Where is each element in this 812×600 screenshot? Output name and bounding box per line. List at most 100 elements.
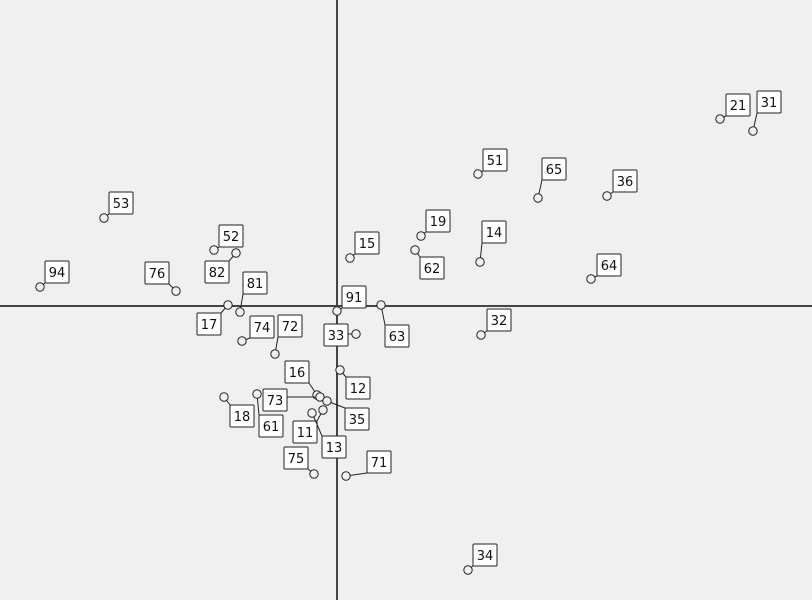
label-box-64 — [596, 253, 622, 277]
point-13 — [307, 408, 317, 418]
label-box-62 — [419, 256, 445, 280]
label-box-33 — [323, 323, 349, 347]
point-label-91: 91 — [346, 291, 363, 306]
label-box-53 — [108, 191, 134, 215]
point-label-34: 34 — [477, 549, 494, 564]
point-label-21: 21 — [730, 99, 747, 114]
point-label-61: 61 — [263, 420, 280, 435]
point-51 — [473, 169, 483, 179]
point-52 — [209, 245, 219, 255]
label-box-11 — [292, 420, 318, 444]
point-label-31: 31 — [761, 96, 778, 111]
point-15 — [345, 253, 355, 263]
point-11 — [318, 405, 328, 415]
point-label-51: 51 — [487, 154, 504, 169]
label-box-65 — [541, 157, 567, 181]
point-73 — [315, 392, 325, 402]
label-box-75 — [283, 446, 309, 470]
point-label-36: 36 — [617, 175, 634, 190]
point-53 — [99, 213, 109, 223]
point-label-81: 81 — [247, 277, 264, 292]
point-label-19: 19 — [430, 215, 447, 230]
point-label-14: 14 — [486, 226, 503, 241]
point-17 — [223, 300, 233, 310]
point-36 — [602, 191, 612, 201]
point-34 — [463, 565, 473, 575]
label-box-34 — [472, 543, 498, 567]
label-box-71 — [366, 450, 392, 474]
label-box-74 — [249, 315, 275, 339]
point-label-73: 73 — [267, 394, 284, 409]
point-label-75: 75 — [288, 452, 305, 467]
label-box-51 — [482, 148, 508, 172]
point-18 — [219, 392, 229, 402]
point-label-65: 65 — [546, 163, 563, 178]
point-82 — [231, 248, 241, 258]
label-box-91 — [341, 285, 367, 309]
point-label-17: 17 — [201, 318, 218, 333]
label-box-63 — [384, 324, 410, 348]
point-75 — [309, 469, 319, 479]
point-label-94: 94 — [49, 266, 66, 281]
label-box-31 — [756, 90, 782, 114]
point-label-82: 82 — [209, 266, 226, 281]
point-14 — [475, 257, 485, 267]
point-61 — [252, 389, 262, 399]
label-box-36 — [612, 169, 638, 193]
label-box-72 — [277, 314, 303, 338]
point-label-62: 62 — [424, 262, 441, 277]
point-31 — [748, 126, 758, 136]
label-box-35 — [344, 407, 370, 431]
point-63 — [376, 300, 386, 310]
point-81 — [235, 307, 245, 317]
point-label-18: 18 — [234, 410, 251, 425]
point-label-33: 33 — [328, 329, 345, 344]
point-label-35: 35 — [349, 413, 366, 428]
data-marks: 21 31 51 65 36 53 19 14 52 15 62 82 94 76 64 81 91 17 63 32… — [35, 90, 782, 575]
point-label-12: 12 — [350, 382, 367, 397]
label-box-17 — [196, 312, 222, 336]
label-box-76 — [144, 261, 170, 285]
label-box-21 — [725, 93, 751, 117]
point-label-63: 63 — [389, 330, 406, 345]
point-74 — [237, 336, 247, 346]
label-box-61 — [258, 414, 284, 438]
label-box-82 — [204, 260, 230, 284]
point-label-72: 72 — [282, 320, 299, 335]
label-box-81 — [242, 271, 268, 295]
point-62 — [410, 245, 420, 255]
label-box-16 — [284, 360, 310, 384]
point-label-16: 16 — [289, 366, 306, 381]
point-label-76: 76 — [149, 267, 166, 282]
point-label-71: 71 — [371, 456, 388, 471]
point-21 — [715, 114, 725, 124]
label-box-13 — [321, 435, 347, 459]
point-label-53: 53 — [113, 197, 130, 212]
point-label-15: 15 — [359, 237, 376, 252]
label-box-14 — [481, 220, 507, 244]
point-32 — [476, 330, 486, 340]
point-91 — [332, 306, 342, 316]
point-76 — [171, 286, 181, 296]
point-71 — [341, 471, 351, 481]
label-box-19 — [425, 209, 451, 233]
label-box-52 — [218, 224, 244, 248]
label-box-15 — [354, 231, 380, 255]
label-box-94 — [44, 260, 70, 284]
point-12 — [335, 365, 345, 375]
point-label-74: 74 — [254, 321, 271, 336]
label-box-18 — [229, 404, 255, 428]
label-box-12 — [345, 376, 371, 400]
point-64 — [586, 274, 596, 284]
point-33 — [351, 329, 361, 339]
point-94 — [35, 282, 45, 292]
point-72 — [270, 349, 280, 359]
point-label-13: 13 — [326, 441, 343, 456]
point-label-32: 32 — [491, 314, 508, 329]
point-65 — [533, 193, 543, 203]
point-label-52: 52 — [223, 230, 240, 245]
point-35 — [322, 396, 332, 406]
point-19 — [416, 231, 426, 241]
